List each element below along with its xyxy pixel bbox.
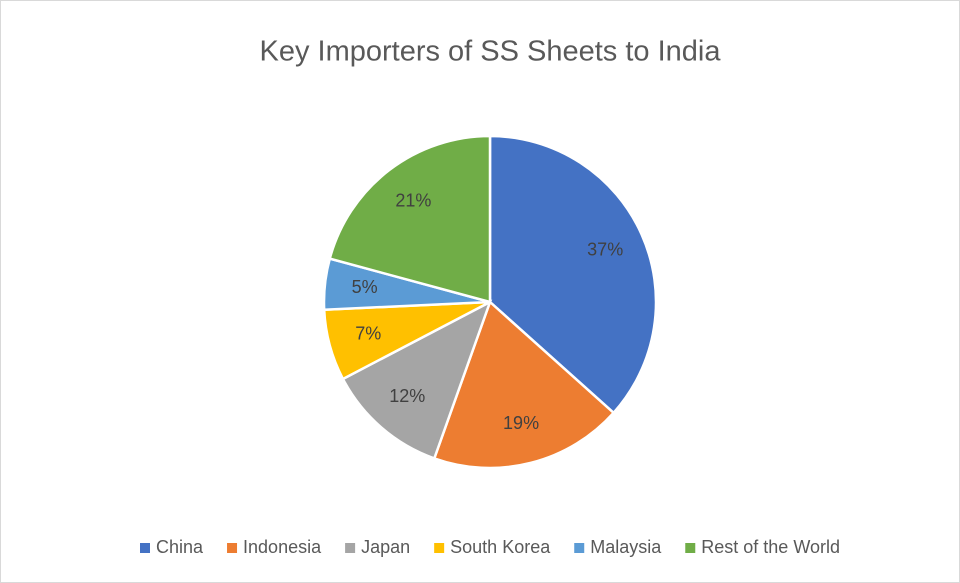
data-label: 12% xyxy=(389,386,425,406)
pie-slice xyxy=(328,134,492,304)
legend-swatch xyxy=(140,543,150,553)
legend-label: South Korea xyxy=(450,537,551,557)
data-label: 5% xyxy=(352,277,378,297)
legend-label: Rest of the World xyxy=(701,537,840,557)
legend-label: Indonesia xyxy=(243,537,322,557)
legend-label: China xyxy=(156,537,204,557)
data-label: 37% xyxy=(587,239,623,259)
pie-slice xyxy=(488,134,658,415)
legend-swatch xyxy=(574,543,585,553)
pie-slice xyxy=(341,299,493,460)
legend-swatch xyxy=(434,543,445,553)
data-label: 19% xyxy=(503,413,539,433)
chart-title: Key Importers of SS Sheets to India xyxy=(259,36,721,68)
data-label: 7% xyxy=(355,324,381,344)
legend-swatch xyxy=(227,543,238,553)
legend-swatch xyxy=(685,543,696,553)
legend-swatch xyxy=(345,543,356,553)
pie-slice xyxy=(432,299,616,470)
data-label: 21% xyxy=(395,191,431,211)
legend-label: Japan xyxy=(361,537,410,557)
legend-label: Malaysia xyxy=(590,537,662,557)
